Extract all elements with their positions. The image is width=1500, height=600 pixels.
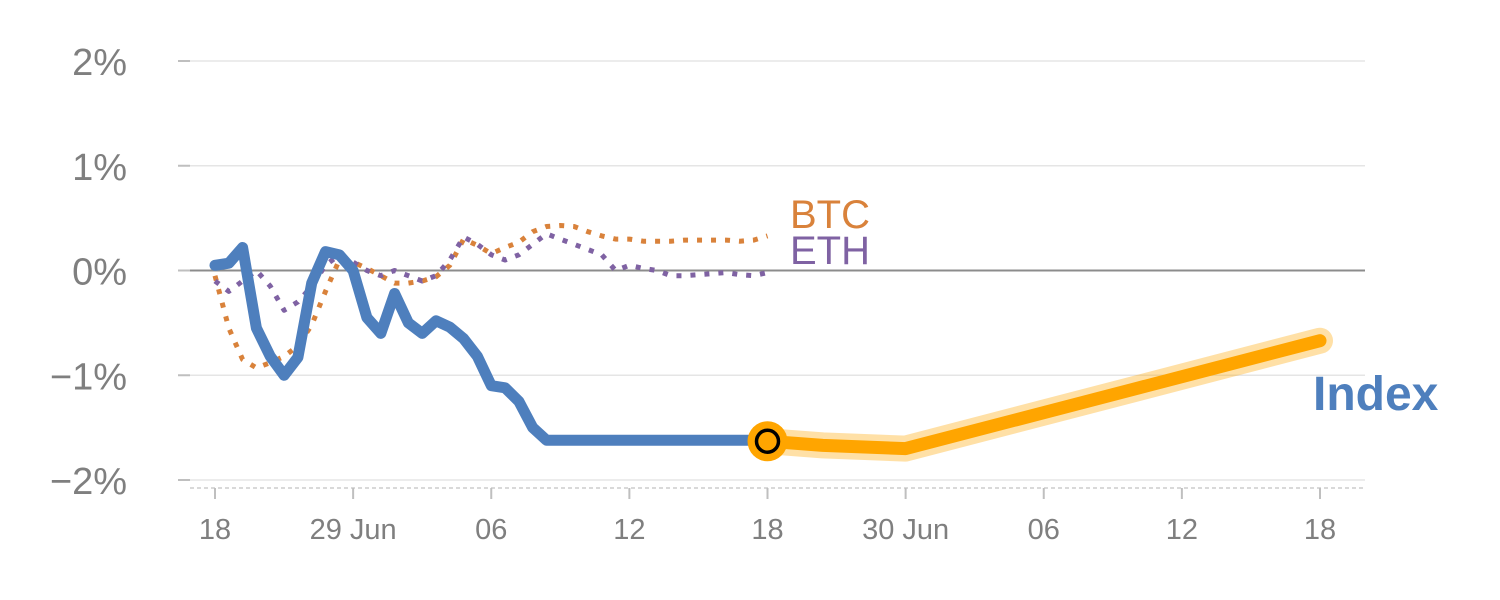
- eth-series-line: [213, 231, 769, 313]
- x-tick-label: 12: [613, 514, 645, 546]
- x-tick-label: 29 Jun: [310, 514, 397, 546]
- marker-dot: [754, 428, 781, 454]
- x-tick-label: 30 Jun: [862, 514, 949, 546]
- x-tick-label: 18: [199, 514, 231, 546]
- x-tick-label: 06: [475, 514, 507, 546]
- y-tick-label: 0%: [72, 252, 127, 294]
- x-tick-label: 12: [1166, 514, 1198, 546]
- index-series-label: Index: [1313, 368, 1439, 421]
- x-tick-label: 06: [1028, 514, 1060, 546]
- y-tick-label: 2%: [72, 42, 127, 84]
- last-point-marker: [747, 421, 788, 462]
- x-tick-label: 18: [751, 514, 783, 546]
- x-tick-label: 18: [1304, 514, 1336, 546]
- index-series-line: [209, 242, 773, 446]
- btc-series-label: BTC: [790, 193, 870, 237]
- x-axis-ticks: 18 29 Jun 06 12 18 30 Jun 06 12 18: [199, 488, 1336, 546]
- y-tick-label: −1%: [50, 356, 127, 398]
- y-tick-label: 1%: [72, 147, 127, 189]
- index-projection-line: [761, 334, 1327, 456]
- eth-series-label: ETH: [790, 229, 870, 273]
- y-axis-ticks: 2% 1% 0% −1% −2%: [50, 42, 190, 503]
- y-tick-label: −2%: [50, 461, 127, 503]
- series-group: [209, 223, 1333, 462]
